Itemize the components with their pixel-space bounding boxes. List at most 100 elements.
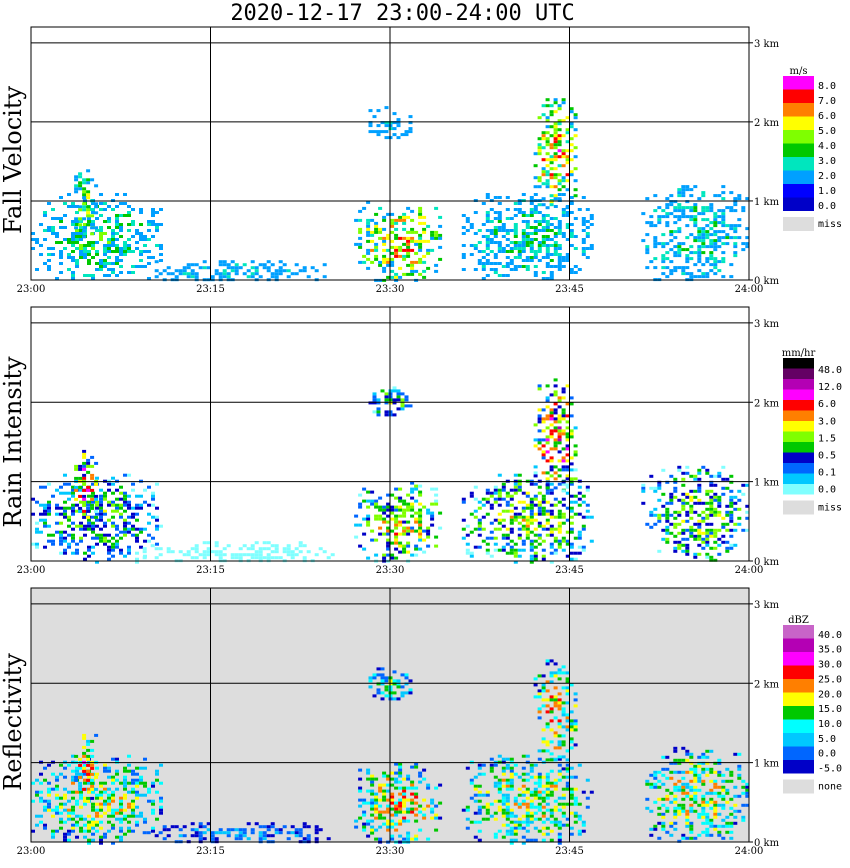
echo-cell	[525, 503, 530, 507]
echo-cell	[657, 516, 662, 520]
echo-cell	[278, 831, 283, 835]
echo-cell	[55, 232, 59, 235]
echo-cell	[94, 482, 99, 486]
echo-cell	[685, 749, 690, 753]
echo-cell	[166, 550, 171, 554]
echo-cell	[418, 248, 423, 252]
echo-cell	[51, 494, 55, 498]
echo-cell	[525, 790, 530, 794]
echo-cell	[521, 220, 526, 223]
legend-swatch	[783, 170, 814, 184]
echo-cell	[677, 513, 682, 517]
echo-cell	[517, 554, 522, 558]
echo-cell	[557, 841, 562, 845]
echo-cell	[713, 233, 718, 237]
echo-cell	[374, 212, 379, 216]
echo-cell	[131, 790, 135, 794]
echo-cell	[111, 515, 115, 519]
echo-cell	[123, 784, 127, 788]
echo-cell	[729, 498, 734, 502]
echo-cell	[82, 229, 87, 233]
echo-cell	[713, 218, 718, 222]
echo-cell	[537, 185, 542, 189]
echo-cell	[525, 530, 530, 534]
echo-cell	[529, 557, 534, 561]
echo-cell	[725, 815, 730, 819]
echo-cell	[549, 719, 554, 723]
echo-cell	[677, 245, 682, 249]
echo-cell	[330, 553, 335, 557]
echo-cell	[525, 232, 530, 235]
echo-cell	[697, 212, 702, 216]
echo-cell	[565, 474, 570, 478]
echo-cell	[541, 420, 546, 424]
echo-cell	[565, 453, 570, 457]
echo-cell	[513, 202, 518, 205]
echo-cell	[497, 799, 502, 803]
echo-cell	[537, 146, 542, 150]
echo-cell	[545, 206, 550, 210]
echo-cell	[123, 832, 127, 836]
echo-cell	[386, 248, 391, 252]
echo-cell	[111, 793, 115, 797]
echo-cell	[509, 778, 514, 782]
echo-cell	[374, 499, 379, 503]
echo-cell	[139, 530, 143, 534]
echo-cell	[131, 223, 135, 226]
echo-cell	[396, 392, 401, 396]
echo-cell	[509, 229, 514, 232]
echo-cell	[151, 799, 155, 803]
echo-cell	[501, 796, 506, 800]
echo-cell	[517, 253, 522, 256]
echo-cell	[553, 536, 558, 540]
echo-cell	[485, 491, 490, 495]
echo-cell	[561, 468, 566, 472]
echo-cell	[717, 239, 722, 243]
echo-cell	[123, 808, 127, 812]
echo-cell	[222, 263, 227, 267]
echo-cell	[717, 474, 722, 478]
echo-cell	[733, 522, 738, 526]
echo-cell	[553, 98, 558, 102]
echo-cell	[398, 544, 403, 548]
echo-cell	[533, 444, 538, 448]
echo-cell	[473, 268, 478, 271]
echo-cell	[111, 208, 115, 211]
echo-cell	[90, 766, 95, 770]
echo-cell	[418, 490, 423, 494]
echo-cell	[517, 802, 522, 806]
echo-cell	[390, 245, 395, 249]
echo-cell	[286, 547, 291, 551]
echo-cell	[513, 482, 518, 486]
echo-cell	[565, 447, 570, 451]
echo-cell	[99, 539, 103, 543]
echo-cell	[406, 206, 411, 210]
echo-cell	[537, 447, 542, 451]
echo-cell	[374, 517, 379, 521]
echo-cell	[717, 510, 722, 514]
echo-cell	[533, 176, 538, 180]
echo-cell	[402, 798, 407, 802]
echo-cell	[505, 503, 510, 507]
echo-cell	[725, 788, 730, 792]
echo-cell	[99, 265, 103, 268]
echo-cell	[386, 798, 391, 802]
echo-cell	[82, 187, 87, 191]
echo-cell	[159, 799, 163, 803]
echo-cell	[661, 537, 666, 541]
echo-cell	[537, 781, 542, 785]
echo-cell	[258, 275, 263, 279]
echo-cell	[553, 823, 558, 827]
echo-cell	[39, 512, 43, 516]
echo-cell	[509, 539, 514, 543]
echo-cell	[63, 491, 67, 495]
echo-cell	[434, 786, 439, 790]
echo-cell	[95, 262, 99, 265]
echo-cell	[561, 119, 566, 123]
echo-cell	[669, 495, 674, 499]
echo-cell	[649, 510, 654, 514]
echo-cell	[139, 253, 143, 256]
echo-cell	[302, 266, 307, 270]
echo-cell	[226, 272, 231, 276]
echo-cell	[553, 471, 558, 475]
